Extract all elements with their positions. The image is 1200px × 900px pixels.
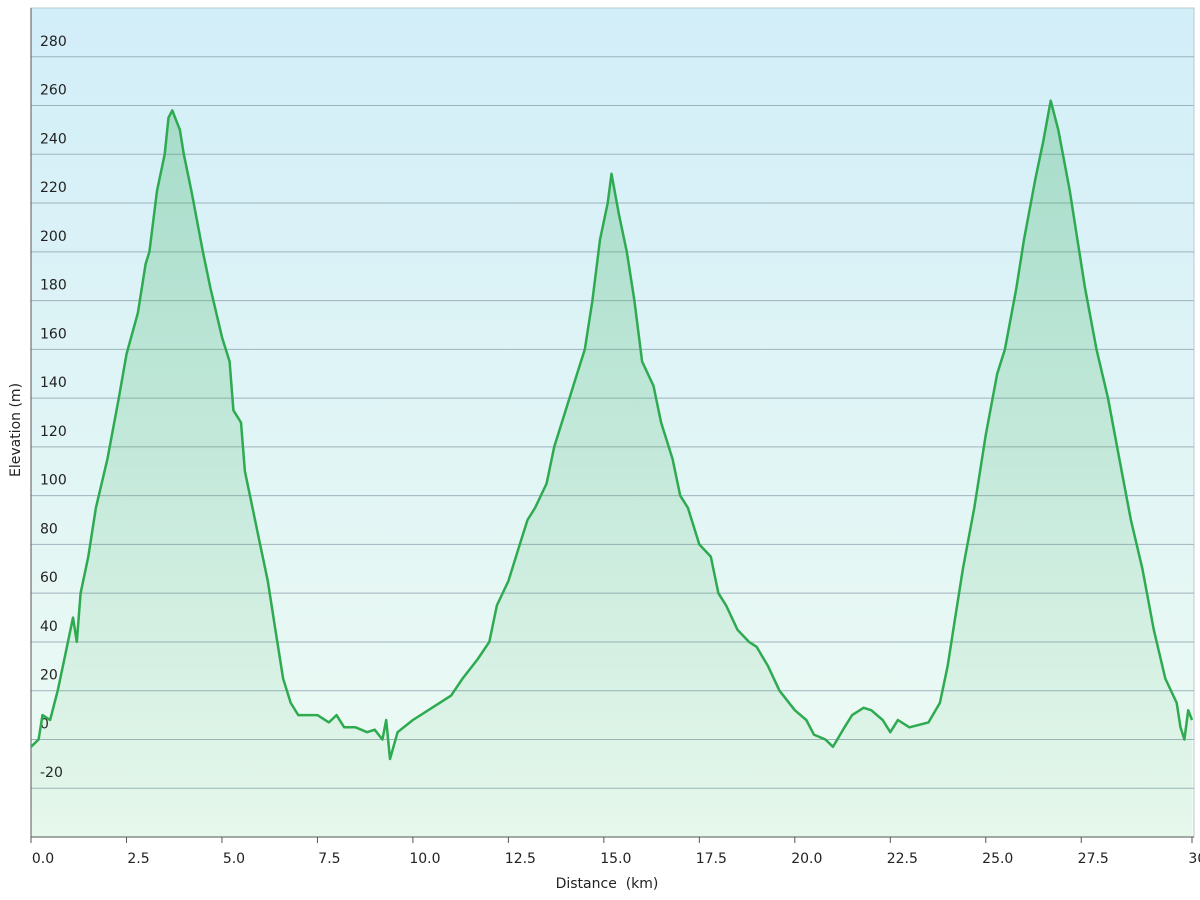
y-tick-label: 60: [40, 570, 58, 586]
y-tick-label: 200: [40, 229, 67, 245]
x-tick-label: 20.0: [791, 851, 822, 867]
y-tick-label: 180: [40, 278, 67, 294]
area: [31, 100, 1192, 837]
elevation-line: [30, 99, 1194, 761]
x-tick-label: 17.5: [696, 851, 727, 867]
x-tick-label: 15.0: [600, 851, 631, 867]
y-tick-label: 40: [40, 619, 58, 635]
y-tick-label: 80: [40, 521, 58, 537]
x-tick-label: 22.5: [887, 851, 918, 867]
y-tick-label: 120: [40, 424, 67, 440]
y-tick-label: 140: [40, 375, 67, 391]
y-tick-label: 280: [40, 34, 67, 50]
x-tick-label: 10.0: [409, 851, 440, 867]
y-tick-label: 20: [40, 668, 58, 684]
y-tick-label: 160: [40, 326, 67, 342]
y-axis-label: Elevation (m): [8, 383, 24, 477]
x-tick-label: 2.5: [127, 851, 149, 867]
y-tick-label: 260: [40, 83, 67, 99]
x-tick-label: 25.0: [982, 851, 1013, 867]
x-tick-label: 27.5: [1078, 851, 1109, 867]
x-tick-label: 0.0: [32, 851, 54, 867]
x-axis-label: Distance (km): [556, 876, 659, 892]
y-tick-label: 100: [40, 473, 67, 489]
y-tick-label: 240: [40, 131, 67, 147]
x-tick-label: 5.0: [223, 851, 245, 867]
x-tick-label: 12.5: [505, 851, 536, 867]
y-tick-label: 220: [40, 180, 67, 196]
x-tick-label: 7.5: [318, 851, 340, 867]
x-tick-label: 30.4: [1188, 851, 1200, 867]
